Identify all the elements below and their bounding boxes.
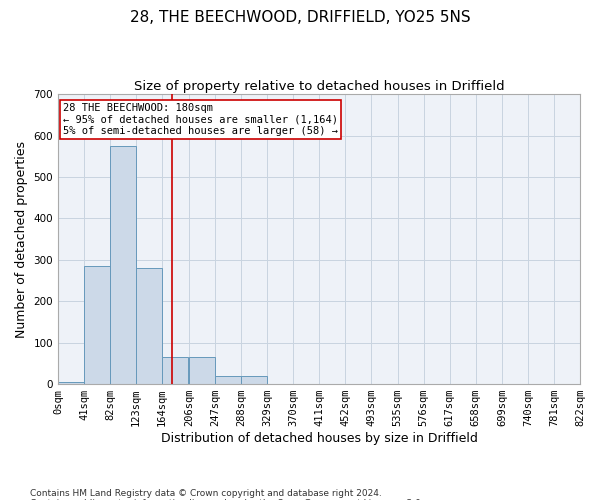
Bar (215, 376, 241, 384)
Text: Contains HM Land Registry data © Crown copyright and database right 2024.: Contains HM Land Registry data © Crown c… (30, 488, 382, 498)
Text: 28, THE BEECHWOOD, DRIFFIELD, YO25 5NS: 28, THE BEECHWOOD, DRIFFIELD, YO25 5NS (130, 10, 470, 25)
X-axis label: Distribution of detached houses by size in Driffield: Distribution of detached houses by size … (161, 432, 478, 445)
Text: 28 THE BEECHWOOD: 180sqm
← 95% of detached houses are smaller (1,164)
5% of semi: 28 THE BEECHWOOD: 180sqm ← 95% of detach… (63, 103, 338, 136)
Bar (110, 146, 136, 384)
Bar (241, 376, 267, 384)
Bar (136, 268, 162, 384)
Bar (58, 382, 84, 384)
Bar (162, 357, 188, 384)
Bar (189, 357, 215, 384)
Text: Contains public sector information licensed under the Open Government Licence v3: Contains public sector information licen… (30, 498, 424, 500)
Bar (84, 266, 110, 384)
Y-axis label: Number of detached properties: Number of detached properties (15, 140, 28, 338)
Title: Size of property relative to detached houses in Driffield: Size of property relative to detached ho… (134, 80, 505, 93)
